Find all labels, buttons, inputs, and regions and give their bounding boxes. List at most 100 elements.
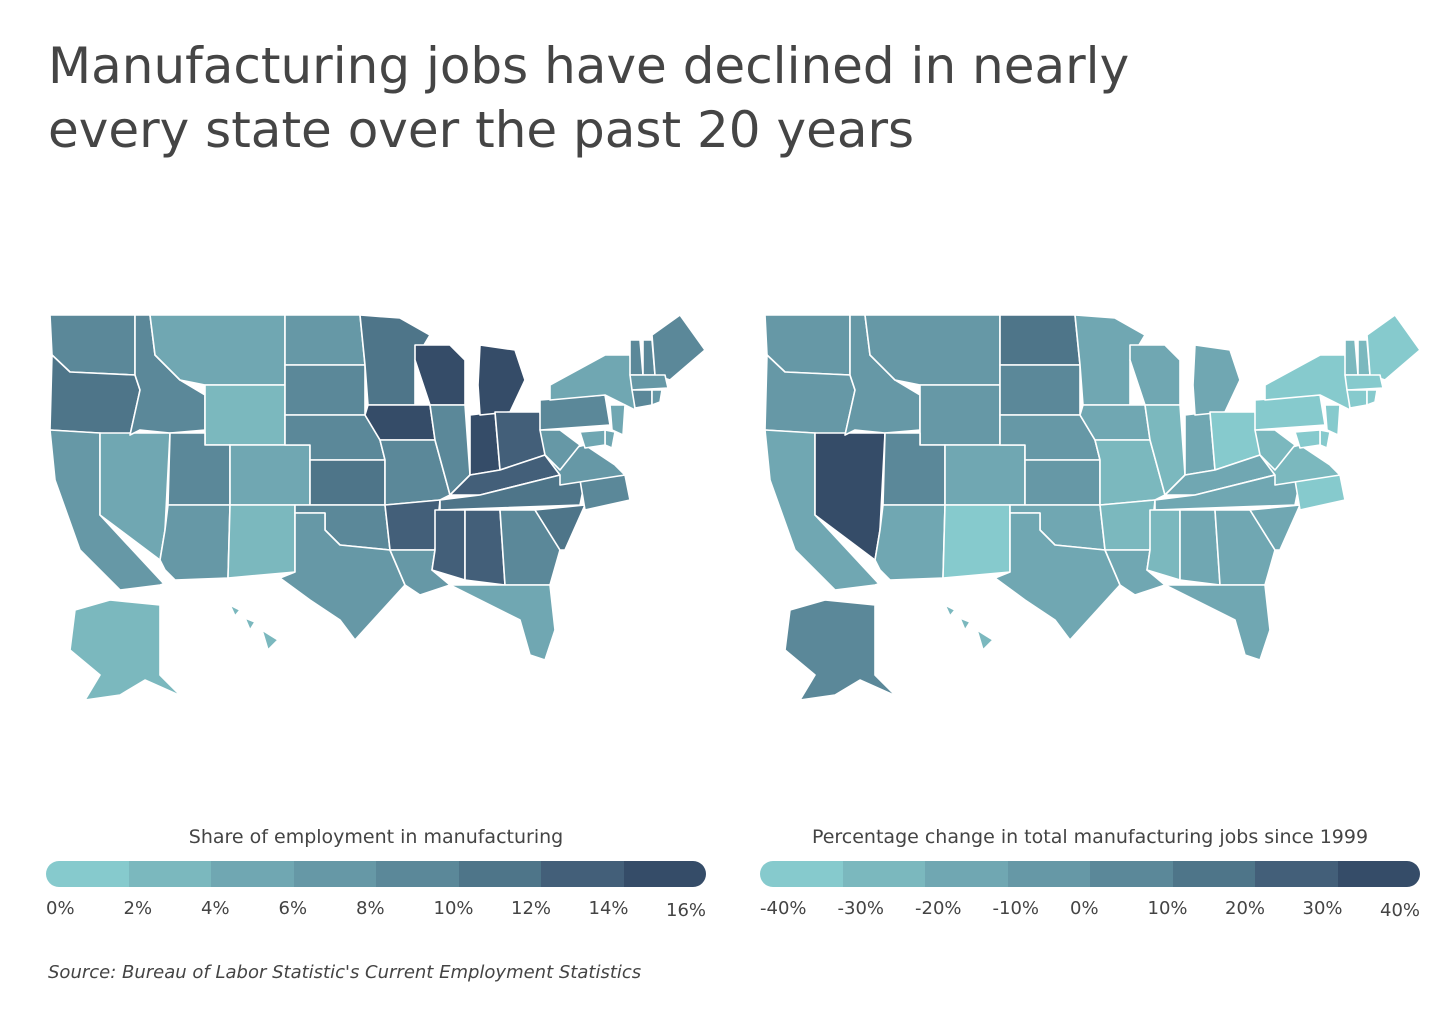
- left-map-state-hi: [229, 604, 279, 651]
- legend-right-title: Percentage change in total manufacturing…: [811, 826, 1369, 848]
- left-map-state-nm: [227, 504, 296, 579]
- left-map-state-wv: [539, 429, 581, 471]
- left-legend-swatch: [293, 861, 376, 887]
- right-legend-tick: -40%: [760, 898, 807, 919]
- right-map-state-wy: [919, 384, 1001, 446]
- left-legend-tick: 4%: [201, 898, 230, 919]
- left-map-state-wy: [204, 384, 286, 446]
- left-legend-swatch: [623, 861, 706, 887]
- right-legend-swatch: [842, 861, 925, 887]
- right-map-state-nd: [999, 314, 1081, 366]
- title-line-2: every state over the past 20 years: [48, 101, 915, 159]
- right-map-state-ak: [784, 599, 906, 701]
- right-legend-swatch: [1255, 861, 1338, 887]
- right-map-state-fl: [1164, 584, 1271, 661]
- legend-left-title: Share of employment in manufacturing: [188, 826, 564, 848]
- left-map-state-de: [604, 429, 616, 449]
- right-map-state-ms: [1146, 509, 1181, 581]
- right-map-state-me: [1366, 314, 1421, 381]
- share-of-employment-map: [49, 314, 706, 701]
- left-map-state-mn: [359, 314, 431, 406]
- right-map-state-al: [1179, 509, 1221, 586]
- source-note: Source: Bureau of Labor Statistic's Curr…: [48, 962, 642, 983]
- left-legend-swatch: [46, 861, 129, 887]
- left-map-state-me: [651, 314, 706, 381]
- right-legend-tick: 40%: [1380, 900, 1421, 921]
- left-map-state-sd: [284, 364, 366, 416]
- left-map-state-fl: [449, 584, 556, 661]
- left-map-state-vt: [629, 339, 644, 376]
- right-map-state-nm: [942, 504, 1011, 579]
- left-legend-swatch: [458, 861, 541, 887]
- right-map-state-de: [1319, 429, 1331, 449]
- left-map-state-co: [229, 444, 311, 506]
- right-legend-tick: -20%: [915, 898, 962, 919]
- right-map-state-tx: [994, 512, 1121, 641]
- left-map-state-tx: [279, 512, 406, 641]
- left-map-state-az: [159, 504, 231, 581]
- left-map-state-ct: [631, 389, 653, 409]
- left-legend-tick: 6%: [278, 898, 308, 919]
- right-map-state-ar: [1099, 499, 1156, 551]
- left-map-state-ak: [69, 599, 191, 701]
- left-map-state-ar: [384, 499, 441, 551]
- right-legend-tick: 30%: [1302, 898, 1343, 919]
- right-map-state-hi: [944, 604, 994, 651]
- left-map-state-wi: [414, 344, 466, 406]
- left-map-state-ms: [431, 509, 466, 581]
- left-map-state-md: [579, 429, 606, 449]
- right-map-state-co: [944, 444, 1026, 506]
- left-legend-tick: 0%: [46, 898, 75, 919]
- left-map-state-nj: [609, 404, 626, 436]
- right-map-state-az: [874, 504, 946, 581]
- right-map-state-wi: [1129, 344, 1181, 406]
- left-map-state-nd: [284, 314, 366, 366]
- left-map-state-ks: [309, 459, 386, 506]
- left-legend-tick: 14%: [588, 898, 629, 919]
- right-map-state-ri: [1366, 389, 1378, 406]
- left-map-state-al: [464, 509, 506, 586]
- legend-left-color-bar: [46, 861, 706, 887]
- right-legend-tick: -30%: [837, 898, 885, 919]
- chart-title: Manufacturing jobs have declined in near…: [48, 34, 1348, 162]
- right-map-state-mi: [1192, 344, 1241, 416]
- left-legend-swatch: [541, 861, 624, 887]
- percentage-change-map: [764, 314, 1421, 701]
- legend-right-color-bar: [760, 861, 1420, 887]
- right-legend-swatch: [1007, 861, 1090, 887]
- right-map-state-mn: [1074, 314, 1146, 406]
- right-map-state-sd: [999, 364, 1081, 416]
- right-map-state-ks: [1024, 459, 1101, 506]
- left-legend-swatch: [211, 861, 294, 887]
- right-map-state-ga: [1214, 509, 1276, 586]
- right-map-state-wv: [1254, 429, 1296, 471]
- left-legend-tick: 10%: [433, 898, 474, 919]
- right-map-state-vt: [1344, 339, 1359, 376]
- right-legend-tick: 0%: [1070, 898, 1099, 919]
- left-map-state-ma: [629, 374, 669, 391]
- right-legend-swatch: [760, 861, 843, 887]
- left-legend-swatch: [376, 861, 459, 887]
- right-map-state-ct: [1346, 389, 1368, 409]
- right-map-state-ma: [1344, 374, 1384, 391]
- right-map-state-nj: [1324, 404, 1341, 436]
- right-map-state-md: [1294, 429, 1321, 449]
- right-legend-tick: -10%: [992, 898, 1040, 919]
- right-legend-tick: 20%: [1225, 898, 1266, 919]
- left-legend-tick: 16%: [666, 900, 707, 921]
- right-legend-swatch: [925, 861, 1008, 887]
- right-legend-swatch: [1172, 861, 1255, 887]
- left-legend-tick: 8%: [356, 898, 385, 919]
- left-map-state-ny: [549, 354, 636, 411]
- right-legend-swatch: [1090, 861, 1173, 887]
- title-line-1: Manufacturing jobs have declined in near…: [48, 37, 1130, 95]
- right-map-state-sc: [1249, 504, 1301, 551]
- right-legend-swatch: [1337, 861, 1420, 887]
- right-map-state-ny: [1264, 354, 1351, 411]
- left-legend-swatch: [128, 861, 211, 887]
- left-map-state-ri: [651, 389, 663, 406]
- left-map-state-mi: [477, 344, 526, 416]
- right-legend-tick: 10%: [1147, 898, 1188, 919]
- left-legend-tick: 2%: [123, 898, 153, 919]
- left-legend-tick: 12%: [511, 898, 552, 919]
